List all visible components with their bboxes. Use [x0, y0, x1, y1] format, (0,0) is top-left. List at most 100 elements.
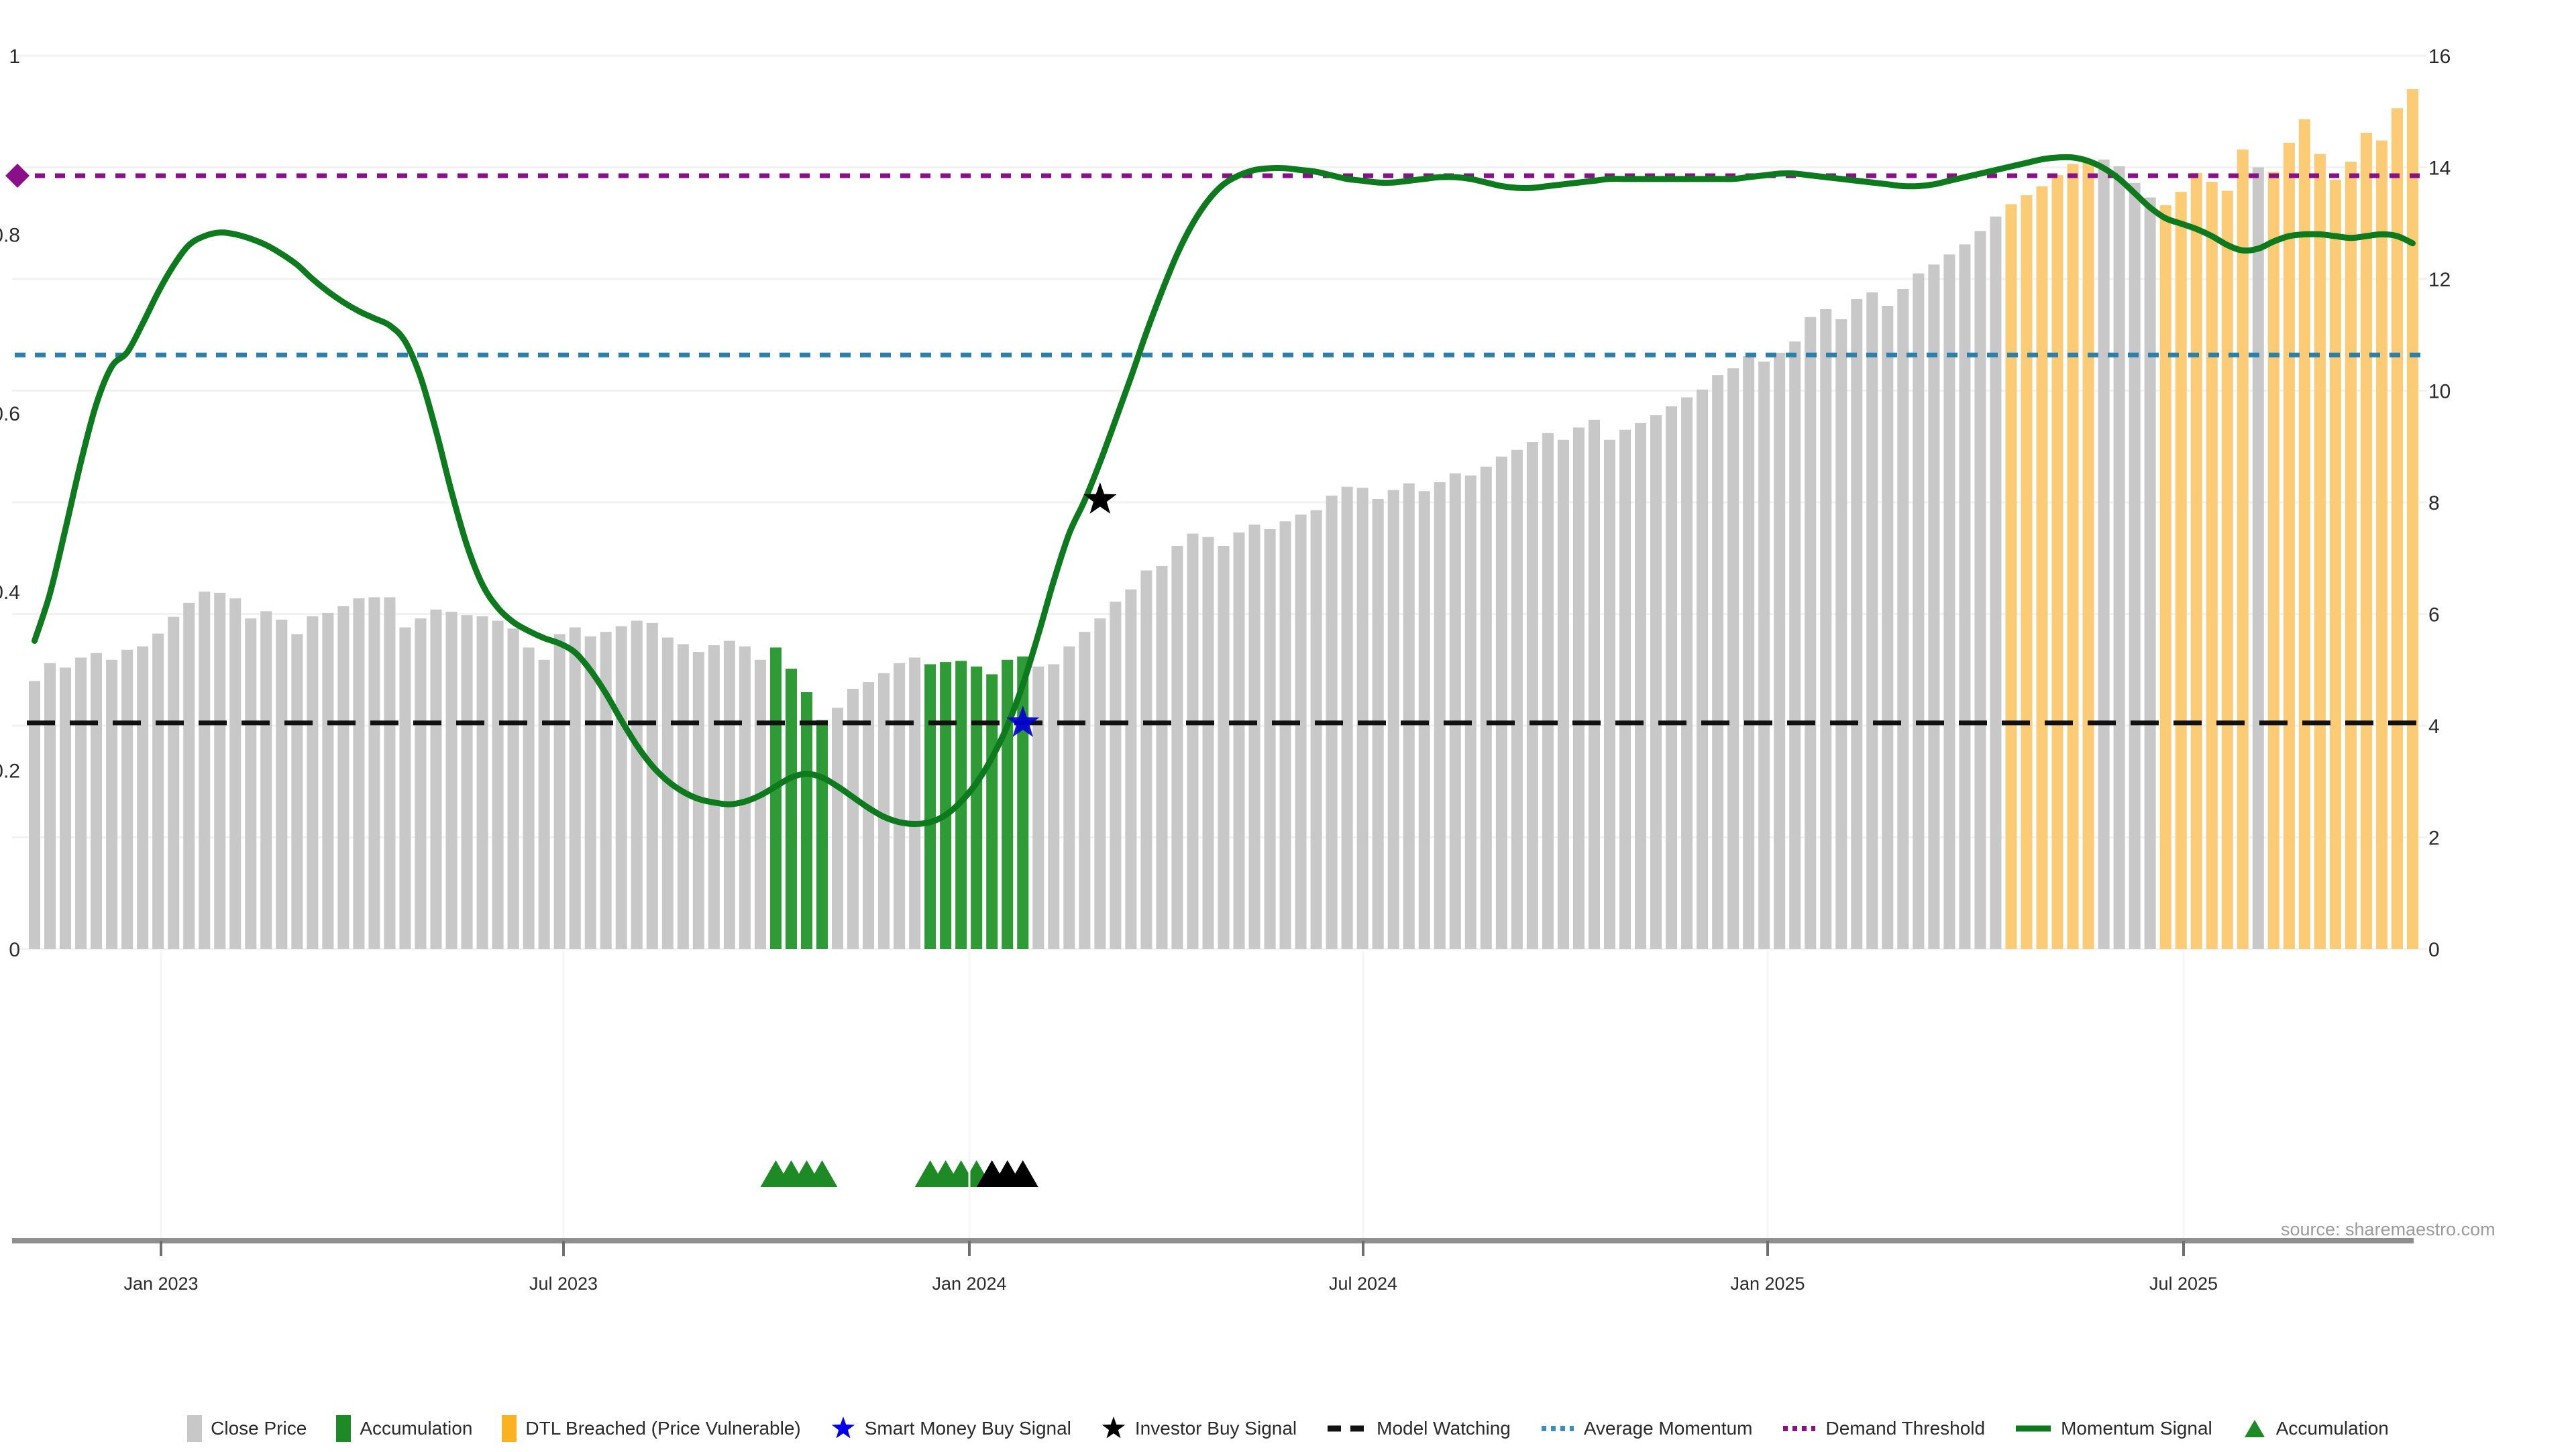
bar-close-price[interactable]	[1650, 415, 1662, 949]
bar-close-price[interactable]	[1789, 341, 1801, 949]
bar-close-price[interactable]	[1094, 618, 1106, 949]
bar-close-price[interactable]	[2206, 182, 2218, 949]
bar-close-price[interactable]	[461, 615, 473, 949]
bar-close-price[interactable]	[2005, 204, 2017, 949]
bar-close-price[interactable]	[476, 616, 488, 949]
legend-item[interactable]: Accumulation	[336, 1415, 472, 1442]
bar-close-price[interactable]	[168, 616, 180, 949]
legend-item[interactable]: Close Price	[187, 1415, 307, 1442]
bar-close-price[interactable]	[2406, 89, 2419, 950]
bar-close-price[interactable]	[1218, 545, 1230, 949]
bar-close-price[interactable]	[75, 657, 87, 949]
bar-close-price[interactable]	[152, 633, 164, 949]
bar-close-price[interactable]	[909, 657, 921, 949]
bar-close-price[interactable]	[1495, 456, 1507, 949]
bar-close-price[interactable]	[1279, 521, 1291, 949]
bar-close-price[interactable]	[2360, 132, 2372, 949]
bar-close-price[interactable]	[1310, 510, 1322, 949]
bar-close-price[interactable]	[1913, 273, 1925, 949]
legend-item[interactable]: Investor Buy Signal	[1101, 1416, 1297, 1441]
bar-close-price[interactable]	[538, 659, 550, 949]
bar-close-price[interactable]	[800, 692, 812, 949]
bar-close-price[interactable]	[2298, 119, 2310, 949]
bar-close-price[interactable]	[1079, 632, 1091, 949]
bar-close-price[interactable]	[2267, 172, 2279, 949]
bar-close-price[interactable]	[2159, 205, 2171, 949]
bar-close-price[interactable]	[739, 646, 751, 949]
bar-close-price[interactable]	[91, 653, 103, 949]
bar-close-price[interactable]	[2144, 197, 2156, 950]
bar-close-price[interactable]	[723, 640, 735, 949]
bar-close-price[interactable]	[2129, 182, 2141, 949]
bar-close-price[interactable]	[584, 636, 596, 949]
bar-close-price[interactable]	[785, 669, 797, 949]
bar-close-price[interactable]	[894, 663, 906, 949]
bar-close-price[interactable]	[492, 620, 504, 949]
bar-close-price[interactable]	[1480, 466, 1492, 949]
bar-close-price[interactable]	[2237, 149, 2249, 950]
legend-item[interactable]: Momentum Signal	[2015, 1418, 2212, 1439]
bar-close-price[interactable]	[831, 708, 844, 949]
bar-close-price[interactable]	[1990, 216, 2002, 949]
bar-close-price[interactable]	[863, 682, 875, 949]
bar-close-price[interactable]	[399, 627, 411, 949]
bar-close-price[interactable]	[1774, 352, 1786, 949]
bar-close-price[interactable]	[1403, 483, 1415, 949]
bar-close-price[interactable]	[2391, 108, 2403, 949]
bar-close-price[interactable]	[2021, 195, 2033, 949]
bar-close-price[interactable]	[2329, 179, 2341, 950]
bar-close-price[interactable]	[1743, 355, 1755, 949]
bar-close-price[interactable]	[600, 632, 612, 949]
bar-close-price[interactable]	[507, 628, 519, 949]
legend-item[interactable]: DTL Breached (Price Vulnerable)	[502, 1415, 801, 1442]
bar-close-price[interactable]	[1619, 429, 1631, 949]
bar-close-price[interactable]	[1418, 491, 1430, 949]
bar-close-price[interactable]	[2283, 142, 2295, 949]
bar-close-price[interactable]	[1820, 309, 1832, 950]
bar-close-price[interactable]	[677, 644, 689, 949]
bar-close-price[interactable]	[646, 622, 658, 949]
bar-close-price[interactable]	[2190, 172, 2202, 950]
bar-close-price[interactable]	[368, 597, 380, 949]
bar-close-price[interactable]	[1156, 565, 1168, 949]
bar-close-price[interactable]	[1897, 288, 1909, 949]
bar-close-price[interactable]	[1125, 589, 1137, 949]
bar-close-price[interactable]	[44, 663, 56, 949]
bar-close-price[interactable]	[1511, 449, 1523, 949]
bar-close-price[interactable]	[1140, 570, 1152, 949]
bar-close-price[interactable]	[1866, 292, 1878, 950]
bar-close-price[interactable]	[1295, 514, 1307, 949]
bar-close-price[interactable]	[1758, 361, 1770, 949]
bar-close-price[interactable]	[615, 626, 627, 949]
bar-close-price[interactable]	[28, 681, 41, 949]
bar-close-price[interactable]	[2036, 186, 2048, 950]
bar-close-price[interactable]	[1341, 486, 1353, 949]
bar-close-price[interactable]	[754, 659, 766, 949]
bar-close-price[interactable]	[1387, 490, 1399, 949]
bar-close-price[interactable]	[445, 612, 458, 949]
bar-close-price[interactable]	[1635, 423, 1647, 949]
bar-close-price[interactable]	[322, 612, 334, 949]
bar-close-price[interactable]	[1712, 375, 1724, 949]
bar-close-price[interactable]	[1526, 442, 1538, 949]
bar-close-price[interactable]	[2375, 140, 2387, 949]
bar-close-price[interactable]	[2113, 166, 2125, 950]
bar-close-price[interactable]	[1928, 264, 1940, 950]
bar-close-price[interactable]	[291, 634, 303, 949]
bar-close-price[interactable]	[183, 602, 195, 949]
bar-close-price[interactable]	[1449, 473, 1461, 949]
bar-close-price[interactable]	[60, 667, 72, 949]
legend-item[interactable]: Demand Threshold	[1782, 1418, 1985, 1439]
bar-close-price[interactable]	[1002, 659, 1014, 949]
bar-close-price[interactable]	[1588, 419, 1600, 949]
bar-close-price[interactable]	[1233, 532, 1245, 949]
bar-close-price[interactable]	[1882, 305, 1894, 950]
bar-close-price[interactable]	[924, 664, 936, 949]
bar-close-price[interactable]	[2098, 159, 2110, 950]
bar-close-price[interactable]	[199, 592, 211, 949]
bar-close-price[interactable]	[1727, 368, 1739, 949]
bar-close-price[interactable]	[569, 627, 581, 949]
bar-close-price[interactable]	[2082, 160, 2094, 949]
bar-close-price[interactable]	[1464, 476, 1477, 949]
bar-close-price[interactable]	[1248, 524, 1260, 949]
